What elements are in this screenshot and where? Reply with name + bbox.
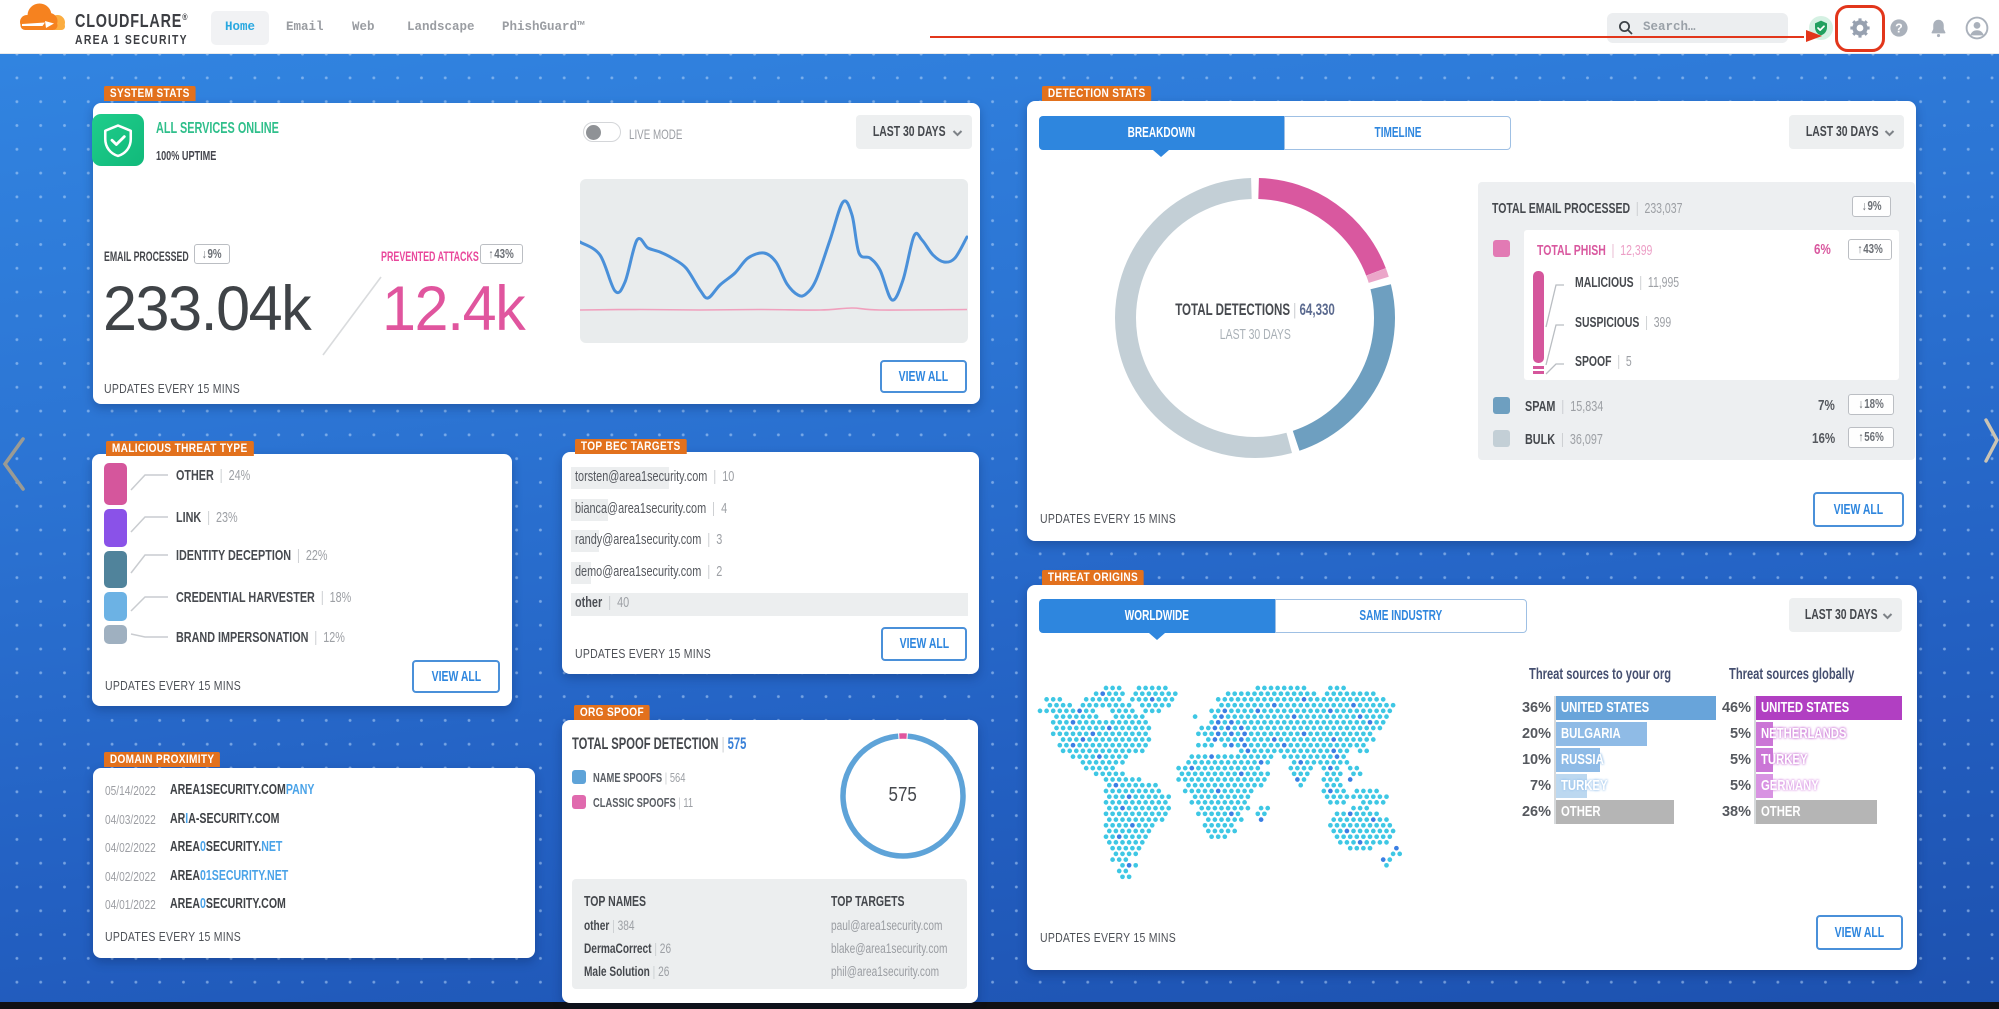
svg-text:?: ?: [1895, 21, 1903, 35]
